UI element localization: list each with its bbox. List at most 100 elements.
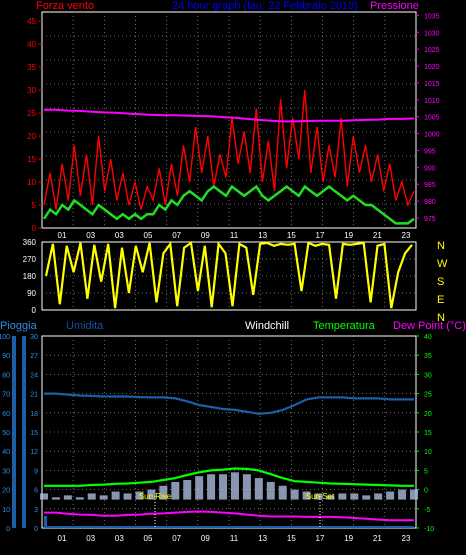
x-tick-label: 19 — [344, 534, 353, 543]
wind-tick-label: 40 — [27, 40, 36, 49]
temp-tick-label: 5 — [424, 468, 428, 475]
temp-tick-label: 30 — [424, 372, 432, 379]
x-tick-label: 03 — [115, 231, 124, 240]
pressure-tick-label: 1035 — [424, 13, 440, 20]
windchill-bar — [195, 476, 204, 500]
compass-label: E — [437, 294, 444, 306]
windchill-bar — [266, 481, 275, 500]
rain-tick-label: 90 — [2, 353, 10, 360]
x-tick-label: 01 — [58, 534, 67, 543]
temp-tick-label: -10 — [424, 526, 434, 533]
pressure-tick-label: 1015 — [424, 81, 440, 88]
pressure-tick-label: 990 — [424, 165, 436, 172]
pressure-tick-label: 1030 — [424, 30, 440, 37]
x-tick-label: 23 — [402, 231, 411, 240]
pressure-label: Pressione — [370, 0, 419, 12]
windchill-bar — [314, 493, 323, 500]
compass-label: W — [437, 258, 448, 270]
windchill-bar — [386, 491, 395, 500]
windchill-bar — [242, 474, 251, 500]
humidity-tick-label: 18 — [30, 411, 38, 418]
dewpoint-line — [44, 510, 414, 522]
wind-tick-label: 15 — [27, 155, 36, 164]
wind-direction-line — [44, 240, 413, 309]
windchill-bar — [123, 493, 132, 500]
x-tick-label: 17 — [316, 534, 325, 543]
rain-tick-label: 30 — [2, 468, 10, 475]
direction-tick-label: 0 — [32, 306, 37, 315]
windchill-bar — [159, 485, 168, 500]
windchill-bar — [40, 493, 48, 500]
rain-tick-label: 0 — [6, 526, 10, 533]
humidity-tick-label: 3 — [34, 507, 38, 514]
compass-label: N — [437, 240, 445, 252]
pressure-tick-label: 1010 — [424, 98, 440, 105]
windchill-bar — [362, 495, 371, 500]
humidity-tick-label: 12 — [30, 449, 38, 456]
rain-axis-bar — [12, 336, 16, 528]
windchill-bar — [51, 497, 60, 500]
windchill-bar — [374, 493, 383, 500]
rain-tick-label: 50 — [2, 430, 10, 437]
humidity-tick-label: 9 — [34, 468, 38, 475]
windchill-bar — [302, 491, 311, 500]
temp-tick-label: 25 — [424, 392, 432, 399]
pressure-tick-label: 1005 — [424, 115, 440, 122]
windchill-bar — [147, 489, 156, 500]
windchill-bar — [326, 495, 335, 500]
direction-tick-label: 180 — [23, 272, 37, 281]
temp-tick-label: 10 — [424, 449, 432, 456]
graph-title: 24 hour graph (lau. 22 Febbraio 2013) — [172, 0, 358, 12]
x-tick-label: 17 — [316, 231, 325, 240]
x-tick-label: 11 — [230, 534, 239, 543]
windchill-bar — [171, 481, 180, 500]
dewpoint-legend: Dew Point (°C) — [393, 320, 466, 332]
rain-tick-label: 100 — [0, 334, 10, 341]
x-tick-label: 05 — [144, 231, 153, 240]
humidity-axis-bar — [22, 336, 26, 528]
x-tick-label: 13 — [258, 231, 267, 240]
direction-tick-label: 360 — [23, 238, 37, 247]
compass-label: S — [437, 276, 444, 288]
pressure-tick-label: 1020 — [424, 64, 440, 71]
temperature-line — [44, 467, 414, 487]
x-tick-label: 21 — [373, 231, 382, 240]
windchill-bar — [290, 489, 299, 500]
windchill-bar — [99, 495, 108, 500]
windchill-bar — [63, 495, 72, 500]
rain-tick-label: 40 — [2, 449, 10, 456]
rain-legend: Pioggia — [0, 320, 37, 332]
humidity-legend: Umidita — [66, 320, 104, 332]
x-tick-label: 23 — [402, 534, 411, 543]
humidity-tick-label: 27 — [30, 353, 38, 360]
rain-tick-label: 20 — [2, 488, 10, 495]
windchill-bar — [75, 497, 84, 500]
temp-tick-label: -5 — [424, 507, 430, 514]
wind-tick-label: 35 — [27, 63, 36, 72]
wind-tick-label: 45 — [27, 17, 36, 26]
x-tick-label: 07 — [172, 231, 181, 240]
humidity-tick-label: 15 — [30, 430, 38, 437]
pressure-line — [44, 108, 415, 123]
direction-tick-label: 270 — [23, 255, 37, 264]
x-tick-label: 01 — [58, 231, 67, 240]
windchill-bar — [398, 489, 407, 500]
compass-label: N — [437, 312, 445, 324]
temperature-legend: Temperatura — [313, 320, 375, 332]
wind-tick-label: 20 — [27, 132, 36, 141]
x-tick-label: 03 — [86, 534, 95, 543]
windchill-legend: Windchill — [245, 320, 290, 332]
windchill-bar — [87, 493, 96, 500]
humidity-tick-label: 21 — [30, 392, 38, 399]
humidity-tick-label: 30 — [30, 334, 38, 341]
wind-tick-label: 5 — [32, 201, 37, 210]
temp-tick-label: 15 — [424, 430, 432, 437]
x-tick-label: 19 — [344, 231, 353, 240]
x-tick-label: 09 — [201, 534, 210, 543]
humidity-line — [44, 392, 414, 415]
wind-speed-label: Forza vento — [36, 0, 95, 12]
rain-tick-label: 60 — [2, 411, 10, 418]
rain-bar — [44, 516, 47, 528]
windchill-bar — [207, 474, 216, 500]
